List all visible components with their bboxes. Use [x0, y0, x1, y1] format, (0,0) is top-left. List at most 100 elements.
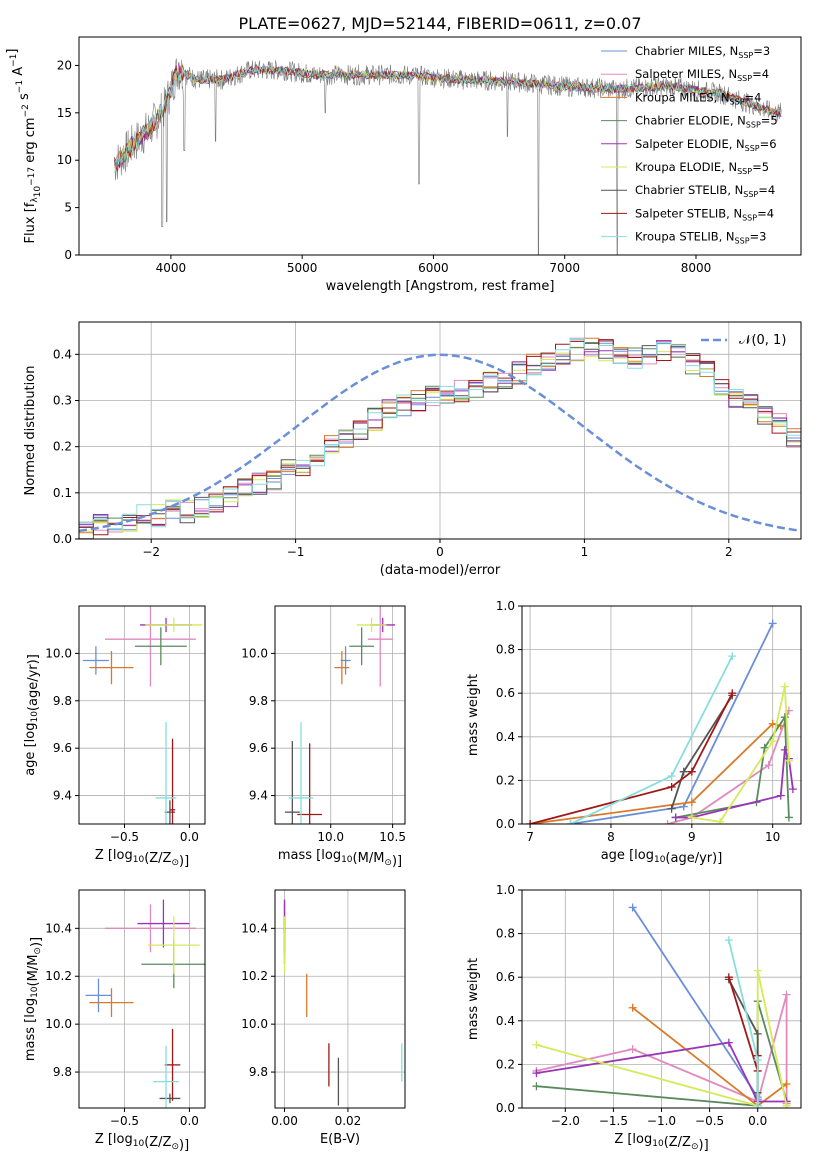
y-tick-label: 10.0: [45, 1017, 72, 1031]
mass-vs-EBV-axes: 0.00 0.02 9.8 10.0 10.2 10.4 E(B-V): [241, 889, 406, 1147]
mass-weight-marker: [764, 761, 773, 770]
errorbar-point: [349, 627, 375, 666]
legend-entry-name: Kroupa ELODIE, N: [635, 160, 737, 174]
legend-entry: Salpeter MILES, NSSP=4: [635, 67, 769, 83]
legend-entry-subscript: SSP: [738, 51, 753, 60]
age-vs-Z-plot-area: [79, 606, 205, 824]
mass-weight-marker: [663, 820, 672, 824]
mass-weight-marker: [667, 782, 676, 791]
age-vs-Z-axes: −0.5 0.09.49.69.810.0Z [log10(Z/Z⊙)]age […: [23, 605, 206, 869]
legend-entry: Kroupa STELIB, NSSP=3: [635, 230, 766, 246]
y-tick-label: 0.6: [496, 970, 515, 984]
x-tick-label: −2: [142, 545, 160, 559]
x-tick-label: −1.5: [599, 1114, 628, 1128]
plot-frame: [521, 605, 802, 825]
x-tick-label: 0.0: [748, 1114, 767, 1128]
label-part: ⊙: [171, 858, 179, 868]
mass-weight-marker: [784, 756, 793, 765]
gaussian-curve: [79, 353, 801, 533]
label-part: Z [log: [614, 1132, 652, 1147]
x-tick-label: 10.0: [317, 830, 344, 844]
spectrum-x-axis-label: wavelength [Angstrom, rest frame]: [326, 279, 555, 294]
mass-weight-marker: [753, 1029, 762, 1038]
mass-weight-marker: [768, 737, 777, 746]
mass-weight-marker: [782, 1080, 791, 1089]
mass-weight-marker: [768, 619, 777, 628]
x-tick-label: −2.0: [551, 1114, 580, 1128]
legend-entry-subscript: SSP: [730, 97, 745, 106]
mass-weight-vs-age-data-layer: [526, 619, 797, 824]
errorbar-point: [153, 1045, 180, 1108]
label-part: (Z/Z: [144, 1135, 171, 1150]
errorbar-point: [104, 606, 196, 687]
y-tick-label: 10.2: [45, 969, 72, 983]
mass-weight-vs-Z-x-axis-label: Z [log10(Z/Z⊙)]: [614, 1132, 708, 1153]
mass-weight-marker: [782, 1101, 791, 1108]
legend-entry: Chabrier ELODIE, NSSP=5: [635, 114, 778, 130]
label-part: (Z/Z: [144, 851, 171, 866]
x-tick-label: −0.5: [110, 1114, 139, 1128]
mass-weight-marker: [776, 791, 785, 800]
errorbar-point: [82, 646, 109, 675]
y-tick-label: 9.8: [53, 694, 72, 708]
mass-weight-marker: [768, 719, 777, 728]
mass-weight-marker: [667, 772, 676, 781]
mass-weight-marker: [780, 713, 789, 722]
y-tick-label: 0.3: [53, 393, 72, 407]
spectrum-plot-area: [79, 37, 801, 255]
label-part: λ: [30, 197, 40, 203]
plot-frame: [78, 605, 206, 825]
mass-weight-marker: [532, 1040, 541, 1049]
legend-entry-count: =5: [761, 114, 778, 128]
legend-entry-count: =3: [753, 44, 770, 58]
spectrum-legend: Chabrier MILES, NSSP=3 Salpeter MILES, NS…: [601, 44, 778, 246]
residuals-y-axis-label: Normed distribution: [23, 366, 38, 496]
errorbar-point: [134, 627, 187, 666]
label-part: (M/M: [26, 955, 41, 987]
age-vs-mass-plot-area: [275, 606, 405, 824]
mass-weight-marker: [728, 652, 737, 661]
errorbar-point: [155, 722, 177, 824]
x-tick-label: 10: [765, 830, 780, 844]
legend-entry: Chabrier MILES, NSSP=3: [635, 44, 770, 60]
label-part: (age/yr)]: [665, 851, 722, 866]
x-tick-label: 0.00: [271, 1114, 298, 1128]
errorbar-point: [169, 738, 176, 824]
y-tick-label: 0.4: [496, 1014, 515, 1028]
mass-weight-line: [529, 692, 734, 824]
errorbar-point: [137, 899, 190, 948]
mass-weight-marker: [760, 743, 769, 752]
spectrum-model-line: [114, 65, 782, 174]
label-part: )]: [179, 1138, 189, 1153]
x-tick-label: −0.5: [695, 1114, 724, 1128]
label-part: (M/M: [353, 851, 385, 866]
mass-weight-marker: [671, 813, 680, 822]
mass-weight-marker: [716, 817, 725, 824]
mass-weight-marker: [679, 767, 688, 776]
y-tick-label: 15: [57, 106, 72, 120]
mass-vs-Z-axes: −0.5 0.09.810.010.210.4Z [log10(Z/Z⊙)]mas…: [23, 889, 206, 1153]
legend-entry-count: =4: [752, 67, 769, 81]
plot-frame: [274, 889, 406, 1109]
age-vs-Z-x-axis-label: Z [log10(Z/Z⊙)]: [95, 848, 189, 869]
residuals-axes: −2 −1 0 1 2 0.0 0.1 0.2 0.3 0.4 (data-model)/error…: [23, 321, 802, 578]
x-tick-label: −1.0: [647, 1114, 676, 1128]
label-part: Z [log: [95, 848, 133, 863]
x-tick-label: 8000: [681, 261, 712, 275]
mass-weight-marker: [724, 936, 733, 945]
legend-entry-count: =4: [758, 183, 775, 197]
mass-weight-marker: [728, 689, 737, 698]
label-part: 10: [133, 1139, 145, 1149]
y-tick-label: 9.4: [249, 789, 268, 803]
label-part: mass [log: [23, 998, 38, 1061]
mass-vs-Z-y-axis-label: mass [log10(M/M⊙)]: [23, 937, 44, 1061]
mass-weight-marker: [784, 813, 793, 822]
errorbar-point: [288, 722, 314, 824]
label-part: 10: [654, 855, 666, 865]
figure-title: PLATE=0627, MJD=52144, FIBERID=0611, z=0…: [238, 14, 641, 33]
label-part: age [log: [23, 723, 38, 776]
mass-vs-EBV-x-axis-label: E(B-V): [320, 1132, 360, 1147]
mass-weight-marker: [724, 973, 733, 982]
x-tick-label: 10.5: [379, 830, 406, 844]
label-part: ]: [5, 49, 20, 54]
